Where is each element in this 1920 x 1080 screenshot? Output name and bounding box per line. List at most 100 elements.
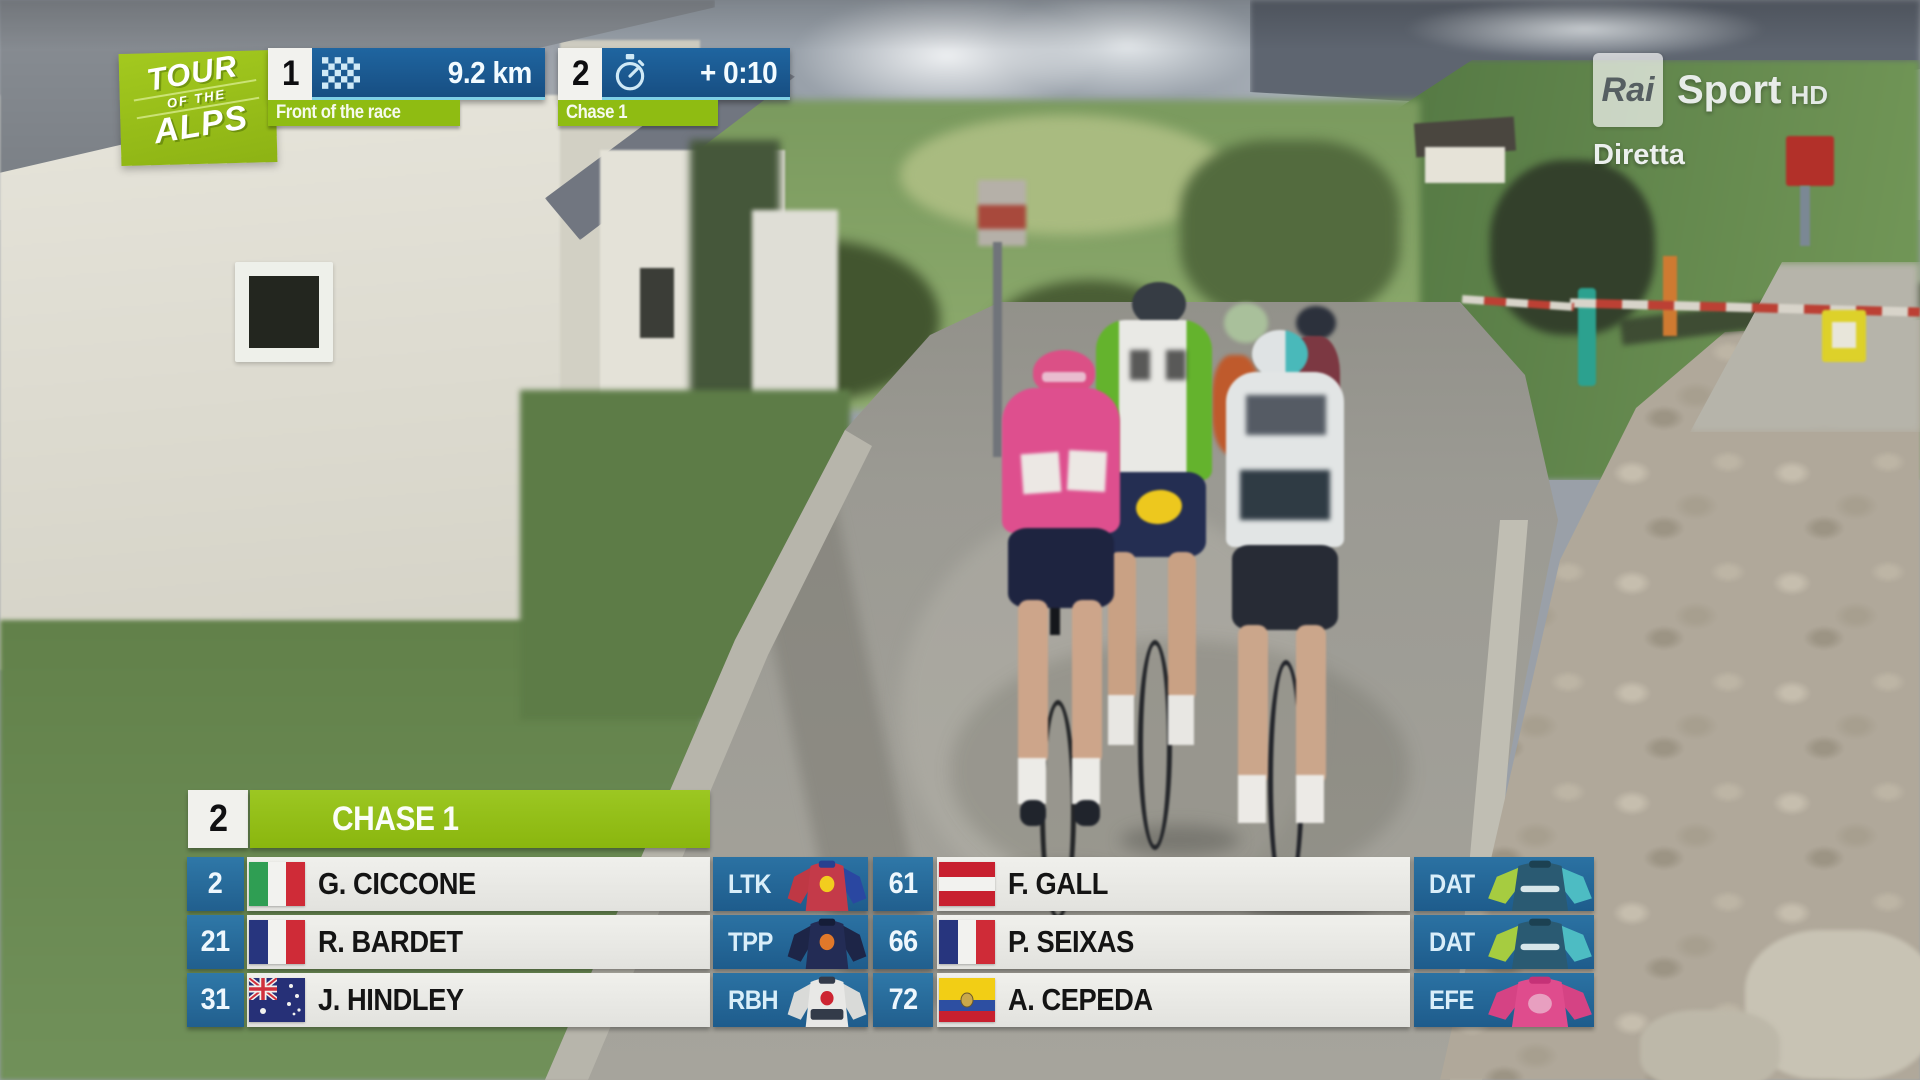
team-cell: EFE	[1414, 973, 1594, 1027]
ef-sock-2	[1072, 758, 1100, 804]
team-cell: RBH	[713, 973, 868, 1027]
checkered-flag-icon	[322, 56, 360, 89]
rider-shadow-2	[1120, 825, 1240, 855]
bib-text: 21	[200, 925, 231, 958]
team-code: TPP	[728, 926, 773, 957]
sign-pole	[993, 242, 1002, 457]
team-jersey-icon	[786, 973, 868, 1027]
standings-title-bar: CHASE 1	[250, 790, 710, 848]
team-jersey-icon	[786, 857, 868, 911]
bora-leg-2	[1296, 625, 1326, 785]
red-sign-pole	[1800, 186, 1810, 246]
teal-pole	[1578, 288, 1596, 386]
table-row: 72 A. CEPEDA EFE	[873, 973, 1594, 1027]
group-number-2-text: 2	[571, 54, 589, 93]
boulder-2	[1640, 1010, 1780, 1080]
rider-name: R. BARDET	[318, 924, 463, 959]
ecuador-flag-icon	[939, 978, 995, 1022]
rider-name-cell: P. SEIXAS	[937, 915, 1410, 969]
bora-text-band	[1240, 470, 1330, 520]
rider-name-cell: A. CEPEDA	[937, 973, 1410, 1027]
team-cell: LTK	[713, 857, 868, 911]
top-vignette	[0, 0, 1920, 50]
group-number: 1	[268, 48, 312, 100]
bib-number: 31	[187, 973, 244, 1027]
bora-helmet	[1252, 330, 1308, 378]
tour-of-the-alps-logo: TOUR OF THE ALPS	[118, 47, 278, 168]
rider-name: F. GALL	[1008, 866, 1108, 901]
chalet-wall	[1425, 147, 1505, 183]
rider-name-cell: F. GALL	[937, 857, 1410, 911]
team-jersey-icon	[786, 915, 868, 969]
bora-sock	[1238, 775, 1266, 823]
treeline	[1180, 140, 1400, 320]
rider-name-cell: G. CICCONE	[247, 857, 710, 911]
gap-badge-chase-main: + 0:10	[602, 48, 790, 100]
wanty-leg-2	[1168, 552, 1196, 702]
rai-logo: Rai	[1593, 53, 1663, 127]
bib-number: 2	[187, 857, 244, 911]
italy-flag-icon	[249, 862, 305, 906]
standings-rank-text: 2	[208, 797, 228, 840]
chapel-door	[640, 268, 674, 338]
australia-flag-icon	[249, 978, 305, 1022]
ef-leg-2	[1072, 600, 1102, 765]
rider-ef	[995, 345, 1130, 925]
rider-name: J. HINDLEY	[318, 982, 464, 1017]
bora-sock-2	[1296, 775, 1324, 823]
orange-pole	[1663, 256, 1677, 336]
rai-hd-text: HD	[1790, 79, 1828, 110]
bora-bib-band	[1246, 395, 1326, 435]
group-number-text: 1	[281, 54, 299, 93]
wanty-bib-mark	[1130, 350, 1150, 380]
bib-number: 21	[187, 915, 244, 969]
standings-rank: 2	[188, 790, 248, 848]
standings-column-left: 2 G. CICCONE LTK	[187, 857, 868, 1031]
bib-text: 61	[888, 867, 918, 900]
table-row: 66 P. SEIXAS DAT	[873, 915, 1594, 969]
france-flag-icon	[249, 920, 305, 964]
bib-number: 61	[873, 857, 933, 911]
time-gap-value: + 0:10	[700, 54, 778, 90]
gap-badge-front: 1 9.2 km	[268, 48, 545, 100]
road-sign-blurred	[978, 180, 1026, 246]
rider-name-cell: J. HINDLEY	[247, 973, 710, 1027]
logo-text: TOUR OF THE ALPS	[123, 47, 274, 168]
table-row: 61 F. GALL DAT	[873, 857, 1594, 911]
ef-number-patch-2	[1066, 450, 1108, 492]
distance-value: 9.2 km	[448, 54, 533, 90]
team-cell: DAT	[1414, 915, 1594, 969]
stopwatch-icon	[615, 53, 645, 90]
table-row: 21 R. BARDET TPP	[187, 915, 868, 969]
rai-sport-text: Sport	[1677, 67, 1782, 112]
wanty-sock	[1108, 695, 1134, 745]
rai-sport-watermark: Rai Sport HD	[1593, 53, 1828, 127]
wanty-sock-2	[1168, 695, 1194, 745]
gap-badge-main: 9.2 km	[312, 48, 545, 100]
rider-name: A. CEPEDA	[1008, 982, 1153, 1017]
gap-badge-chase-label: Chase 1	[558, 100, 718, 126]
valley-light-field	[900, 115, 1230, 235]
diretta-label: Diretta	[1593, 139, 1685, 171]
rider-name-cell: R. BARDET	[247, 915, 710, 969]
austria-flag-icon	[939, 862, 995, 906]
yellow-sign	[1822, 310, 1866, 362]
rider-bora	[1220, 325, 1350, 945]
gap-badge-chase: 2 + 0:10	[558, 48, 790, 100]
window-glass	[249, 276, 319, 348]
red-sign	[1786, 136, 1834, 186]
standings-title: CHASE 1	[332, 799, 459, 838]
ef-number-patch	[1020, 451, 1062, 495]
ef-goggles	[1042, 372, 1086, 382]
standings-column-right: 61 F. GALL DAT	[873, 857, 1594, 1031]
table-row: 31	[187, 973, 868, 1027]
team-code: LTK	[728, 868, 772, 899]
house-window	[235, 262, 333, 362]
bora-shorts	[1232, 545, 1338, 630]
team-cell: TPP	[713, 915, 868, 969]
bib-number: 66	[873, 915, 933, 969]
team-cell: DAT	[1414, 857, 1594, 911]
yellow-sign-panel	[1832, 322, 1856, 348]
bib-number: 72	[873, 973, 933, 1027]
